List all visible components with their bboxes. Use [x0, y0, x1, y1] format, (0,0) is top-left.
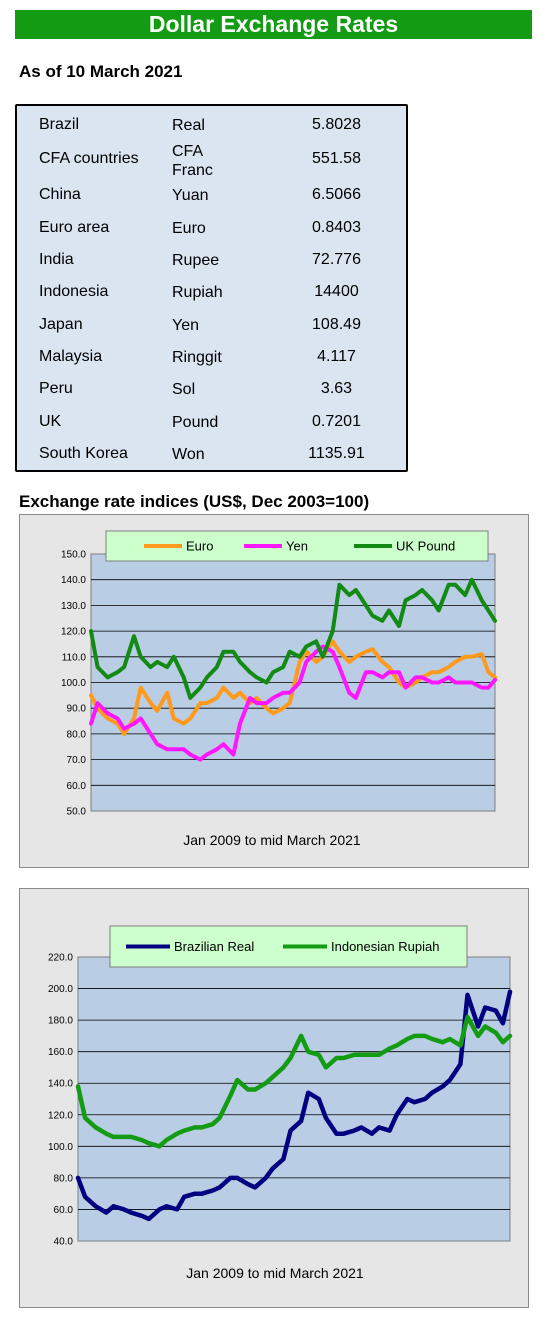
country-cell: Brazil	[39, 116, 80, 133]
x-axis-caption: Jan 2009 to mid March 2021	[183, 832, 361, 848]
country-cell: UK	[39, 413, 62, 430]
y-tick-label: 130.0	[61, 601, 86, 612]
y-tick-label: 120.0	[61, 627, 86, 638]
rate-cell: 3.63	[320, 380, 353, 397]
country-cell: Indonesia	[39, 283, 109, 300]
y-tick-label: 220.0	[48, 953, 73, 964]
rate-cell: 14400	[314, 283, 359, 300]
series-line-brazilian-real	[75, 989, 513, 1222]
rate-cell: 5.8028	[312, 116, 361, 133]
currency-cell: Pound	[172, 414, 219, 431]
indices-heading: Exchange rate indices (US$, Dec 2003=100…	[19, 492, 370, 511]
country-cell: Malaysia	[39, 348, 103, 365]
currency-cell: Won	[172, 446, 205, 463]
y-tick-label: 80.0	[67, 729, 87, 740]
legend-label: Yen	[286, 539, 308, 554]
y-tick-label: 40.0	[54, 1237, 74, 1248]
y-tick-label: 200.0	[48, 984, 73, 995]
chart-real-rupiah: 40.0 60.0 80.0 100.0 120.0 140.0 160.0 180.0 200…	[19, 888, 529, 1308]
exchange-rates-table: Brazil Real 5.8028 CFA countries CFA Fra…	[15, 104, 408, 472]
country-cell: CFA countries	[39, 150, 139, 167]
legend-label: UK Pound	[396, 539, 455, 554]
country-cell: China	[39, 186, 81, 203]
y-tick-label: 180.0	[48, 1016, 73, 1027]
series-line-euro	[89, 639, 497, 736]
country-cell: Euro area	[39, 219, 110, 236]
rate-cell: 6.5066	[312, 186, 361, 203]
chart-euro-yen-pound: 50.0 60.0 70.0 80.0 90.0 100.0 110.0 120.0 130.0…	[19, 514, 529, 868]
country-cell: Japan	[39, 316, 83, 333]
chart2-svg: 40.0 60.0 80.0 100.0 120.0 140.0 160.0 180.0 200…	[48, 925, 513, 1281]
y-tick-label: 150.0	[61, 550, 86, 561]
rate-cell: 108.49	[312, 316, 361, 333]
rate-cell: 0.7201	[312, 413, 361, 430]
y-tick-label: 100.0	[61, 678, 86, 689]
chart1-svg: 50.0 60.0 70.0 80.0 90.0 100.0 110.0 120.0 130.0…	[61, 530, 497, 848]
rate-cell: 551.58	[312, 150, 361, 167]
country-cell: India	[39, 251, 74, 268]
rate-cell: 0.8403	[312, 219, 361, 236]
page-title: Dollar Exchange Rates	[15, 10, 532, 39]
y-tick-label: 50.0	[67, 807, 87, 818]
legend-label: Brazilian Real	[174, 939, 254, 954]
currency-cell: Rupee	[172, 252, 220, 269]
rate-cell: 1135.91	[308, 445, 365, 462]
y-tick-label: 110.0	[62, 652, 87, 663]
y-tick-label: 140.0	[61, 575, 86, 586]
plot-area	[77, 956, 511, 1242]
currency-cell: Ringgit	[172, 349, 222, 366]
y-tick-label: 90.0	[67, 704, 87, 715]
y-tick-label: 70.0	[67, 755, 87, 766]
y-tick-label: 160.0	[48, 1047, 73, 1058]
country-cell: Peru	[39, 380, 73, 397]
y-tick-label: 140.0	[48, 1079, 73, 1090]
y-tick-label: 120.0	[48, 1110, 73, 1121]
currency-cell: Yen	[172, 317, 199, 334]
y-tick-label: 60.0	[67, 781, 87, 792]
currency-cell: Yuan	[172, 187, 209, 204]
currency-cell: Real	[172, 117, 205, 134]
as-of-date: As of 10 March 2021	[19, 62, 183, 81]
currency-cell: Rupiah	[172, 284, 223, 301]
y-tick-label: 100.0	[48, 1142, 73, 1153]
series-line-indonesian-rupiah	[75, 1014, 513, 1149]
y-tick-label: 60.0	[54, 1205, 74, 1216]
currency-cell: Euro	[172, 220, 206, 237]
x-axis-caption: Jan 2009 to mid March 2021	[186, 1265, 364, 1281]
country-cell: South Korea	[39, 445, 128, 462]
y-tick-label: 80.0	[54, 1173, 74, 1184]
currency-cell: CFA Franc	[172, 143, 213, 179]
series-line-yen	[89, 644, 497, 762]
legend-label: Euro	[186, 539, 213, 554]
series-line-uk-pound	[89, 577, 497, 700]
currency-cell: Sol	[172, 381, 196, 398]
legend-label: Indonesian Rupiah	[331, 939, 439, 954]
rate-cell: 72.776	[312, 251, 361, 268]
rate-cell: 4.117	[317, 348, 356, 365]
